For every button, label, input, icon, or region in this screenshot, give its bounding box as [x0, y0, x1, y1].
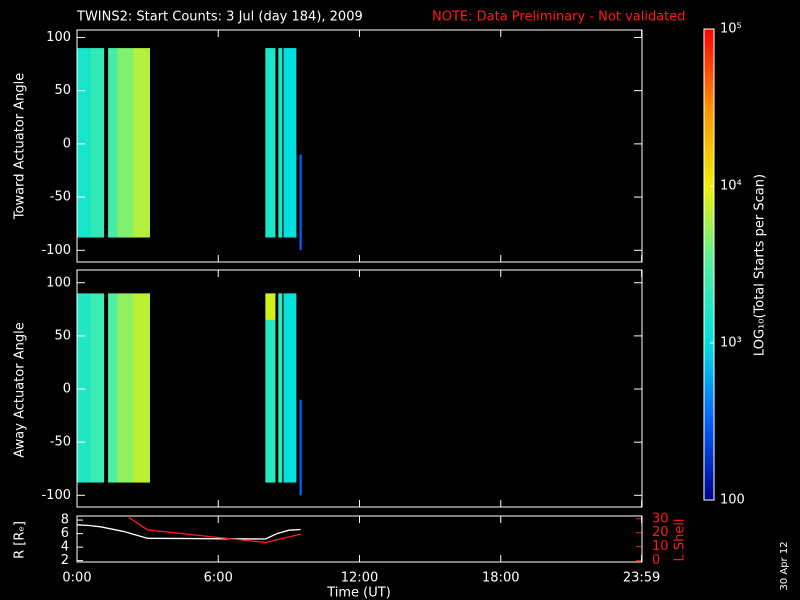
y-tick-label: 50 — [54, 328, 71, 343]
y-tick-label: -50 — [50, 190, 71, 205]
x-tick-label: 12:00 — [341, 571, 378, 586]
heat-cell — [108, 293, 118, 483]
heat-cell — [278, 293, 283, 483]
heat-cell — [89, 293, 105, 483]
x-tick-label: 0:00 — [62, 571, 91, 586]
heat-cell — [283, 293, 297, 483]
y2-tick-label: 30 — [652, 511, 669, 526]
x-axis-title: Time (UT) — [326, 586, 391, 600]
y-tick-label: 6 — [61, 526, 69, 541]
heat-cell — [133, 48, 150, 238]
plot-frame — [76, 515, 643, 563]
y2-tick-label: 20 — [652, 525, 669, 540]
date-stamp: 30 Apr 12 — [779, 541, 790, 590]
y2-tick-label: 10 — [652, 539, 669, 554]
colorbar-tick-label: 10³ — [720, 336, 742, 351]
colorbar — [703, 28, 715, 501]
colorbar-title: LOG₁₀(Total Starts per Scan) — [753, 174, 768, 356]
y-tick-label: 100 — [46, 275, 71, 290]
y-tick-label: 4 — [61, 540, 69, 555]
heat-cell — [117, 48, 134, 238]
y-tick-label: 0 — [63, 382, 71, 397]
colorbar-tick-label: 10⁴ — [720, 179, 742, 194]
heat-cell — [89, 48, 105, 238]
x-tick-label: 18:00 — [482, 571, 519, 586]
data-line — [128, 516, 301, 544]
heat-cell — [299, 399, 302, 496]
plot-frame — [76, 29, 643, 263]
y-tick-label: 2 — [61, 553, 69, 568]
y-axis-title: Toward Actuator Angle — [13, 73, 28, 220]
heat-cell — [278, 48, 283, 238]
y-tick-label: 0 — [63, 136, 71, 151]
y-tick-label: 100 — [46, 30, 71, 45]
heat-cell — [77, 293, 90, 483]
heat-cell — [265, 293, 276, 320]
y-tick-label: 8 — [61, 513, 69, 528]
heat-cell — [133, 293, 150, 483]
y-axis-title: R [Rₑ] — [13, 521, 28, 559]
chart-title: TWINS2: Start Counts: 3 Jul (day 184), 2… — [76, 10, 363, 25]
x-tick-label: 23:59 — [623, 571, 660, 586]
colorbar-tick-label: 10⁵ — [720, 22, 742, 37]
heat-cell — [265, 319, 276, 483]
chart-note: NOTE: Data Preliminary - Not validated — [432, 10, 686, 25]
heat-cell — [299, 154, 302, 251]
y2-axis-title: L Shell — [673, 518, 688, 561]
heat-cell — [108, 48, 118, 238]
heat-cell — [117, 293, 134, 483]
y-tick-label: -100 — [41, 243, 71, 258]
heat-cell — [283, 48, 297, 238]
colorbar-tick-label: 100 — [720, 493, 745, 508]
plot-frame — [76, 269, 643, 508]
y-tick-label: -100 — [41, 488, 71, 503]
y2-tick-label: 0 — [652, 553, 660, 568]
heat-cell — [77, 48, 90, 238]
y-axis-title: Away Actuator Angle — [13, 322, 28, 457]
x-tick-label: 6:00 — [204, 571, 233, 586]
y-tick-label: -50 — [50, 435, 71, 450]
heat-cell — [265, 48, 276, 238]
data-line — [76, 524, 301, 540]
y-tick-label: 50 — [54, 83, 71, 98]
